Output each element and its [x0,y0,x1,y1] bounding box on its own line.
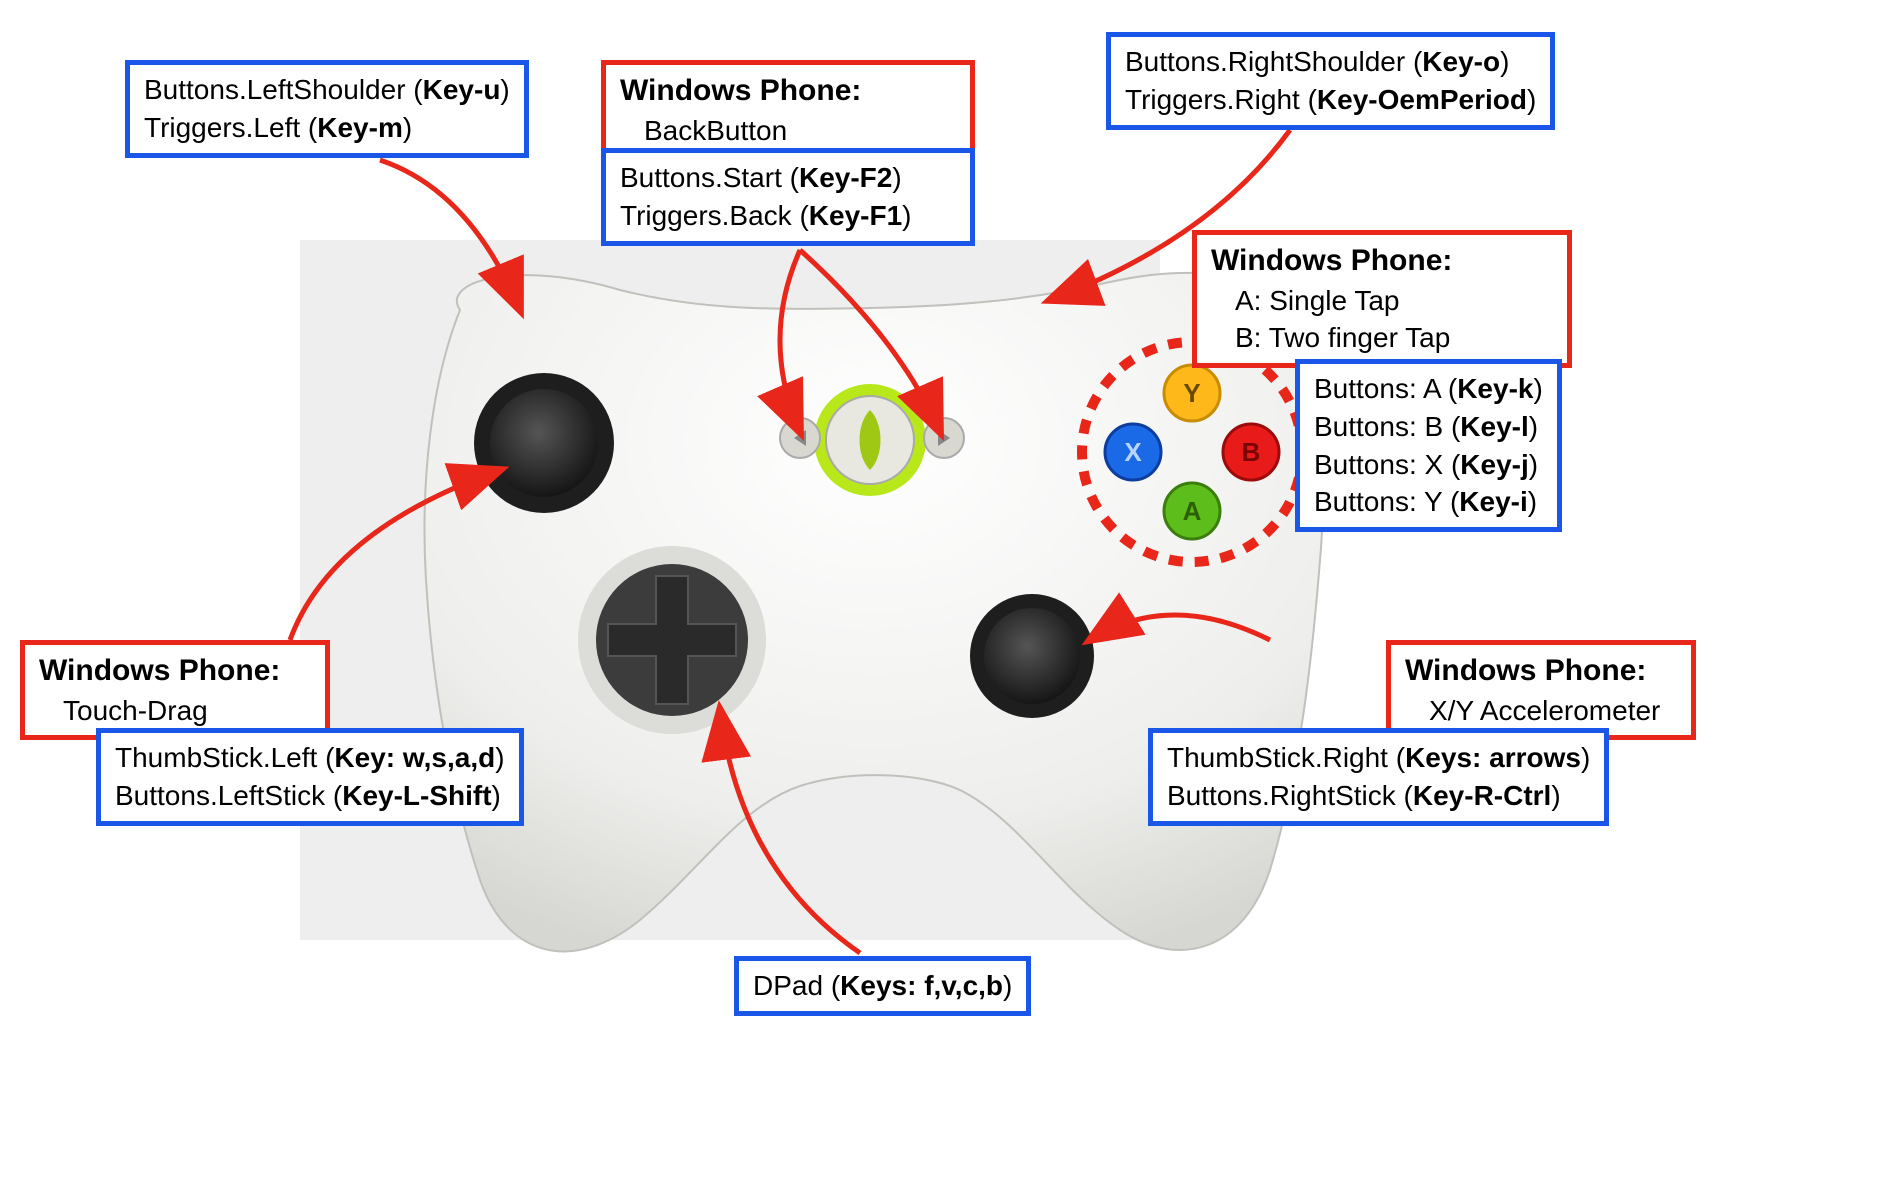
button-a [1164,483,1220,539]
button-b [1223,424,1279,480]
box-center-start: Buttons.Start (Key-F2) Triggers.Back (Ke… [601,148,975,246]
wp-title: Windows Phone: [620,71,956,112]
box-left-shoulder: Buttons.LeftShoulder (Key-u) Triggers.Le… [125,60,529,158]
box-dpad: DPad (Keys: f,v,c,b) [734,956,1031,1016]
text: Buttons.LeftShoulder ( [144,74,423,105]
button-b-label: B [1242,437,1261,467]
key: Key-u [423,74,501,105]
controller-background-panel [300,240,1160,940]
box-abxy-keys: Buttons: A (Key-k) Buttons: B (Key-l) Bu… [1295,359,1562,532]
box-wp-back: Windows Phone: BackButton [601,60,975,160]
box-leftstick-keys: ThumbStick.Left (Key: w,s,a,d) Buttons.L… [96,728,524,826]
button-y-label: Y [1183,378,1200,408]
box-rightstick-keys: ThumbStick.Right (Keys: arrows) Buttons.… [1148,728,1609,826]
button-a-label: A [1183,496,1202,526]
box-wp-abxy: Windows Phone: A: Single Tap B: Two fing… [1192,230,1572,368]
wp-body: BackButton [620,112,956,150]
box-wp-leftstick: Windows Phone: Touch-Drag [20,640,330,740]
box-right-shoulder: Buttons.RightShoulder (Key-o) Triggers.R… [1106,32,1555,130]
box-wp-rightstick: Windows Phone: X/Y Accelerometer [1386,640,1696,740]
button-y [1164,365,1220,421]
